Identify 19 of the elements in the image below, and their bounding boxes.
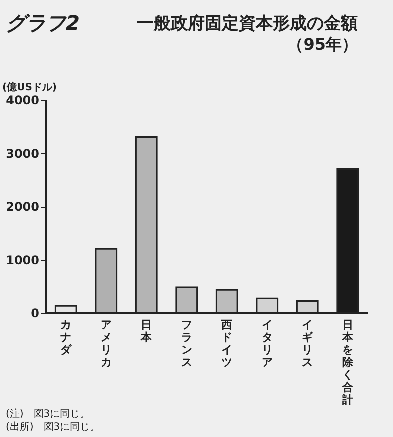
- x-tick-label: 日本: [140, 318, 154, 344]
- y-tick-label: 2000: [6, 200, 40, 214]
- text: グラフ2: [6, 10, 80, 37]
- y-tick-label: 0: [31, 306, 40, 320]
- text: (注) 図3に同じ。: [6, 408, 92, 421]
- y-tick-label: 4000: [6, 94, 40, 108]
- y-tick-label: 1000: [6, 253, 40, 268]
- x-tick-label: カナダ: [60, 318, 73, 356]
- x-tick-label: 日本を除く合計: [341, 318, 354, 406]
- text: (出所) 図3に同じ。: [6, 421, 100, 434]
- x-tick-label: 西ドイツ: [220, 318, 233, 369]
- y-axis-title: (億USドル): [2, 82, 57, 94]
- x-tick-label: フランス: [181, 318, 192, 369]
- x-tick-label: イギリス: [302, 318, 314, 369]
- x-tick-label: イタリア: [262, 318, 273, 369]
- y-tick-label: 3000: [6, 146, 40, 161]
- chart-title: 一般政府固定資本形成の金額: [137, 14, 358, 34]
- chart-subtitle: （95年）: [288, 35, 358, 54]
- x-tick-label: アメリカ: [100, 318, 112, 369]
